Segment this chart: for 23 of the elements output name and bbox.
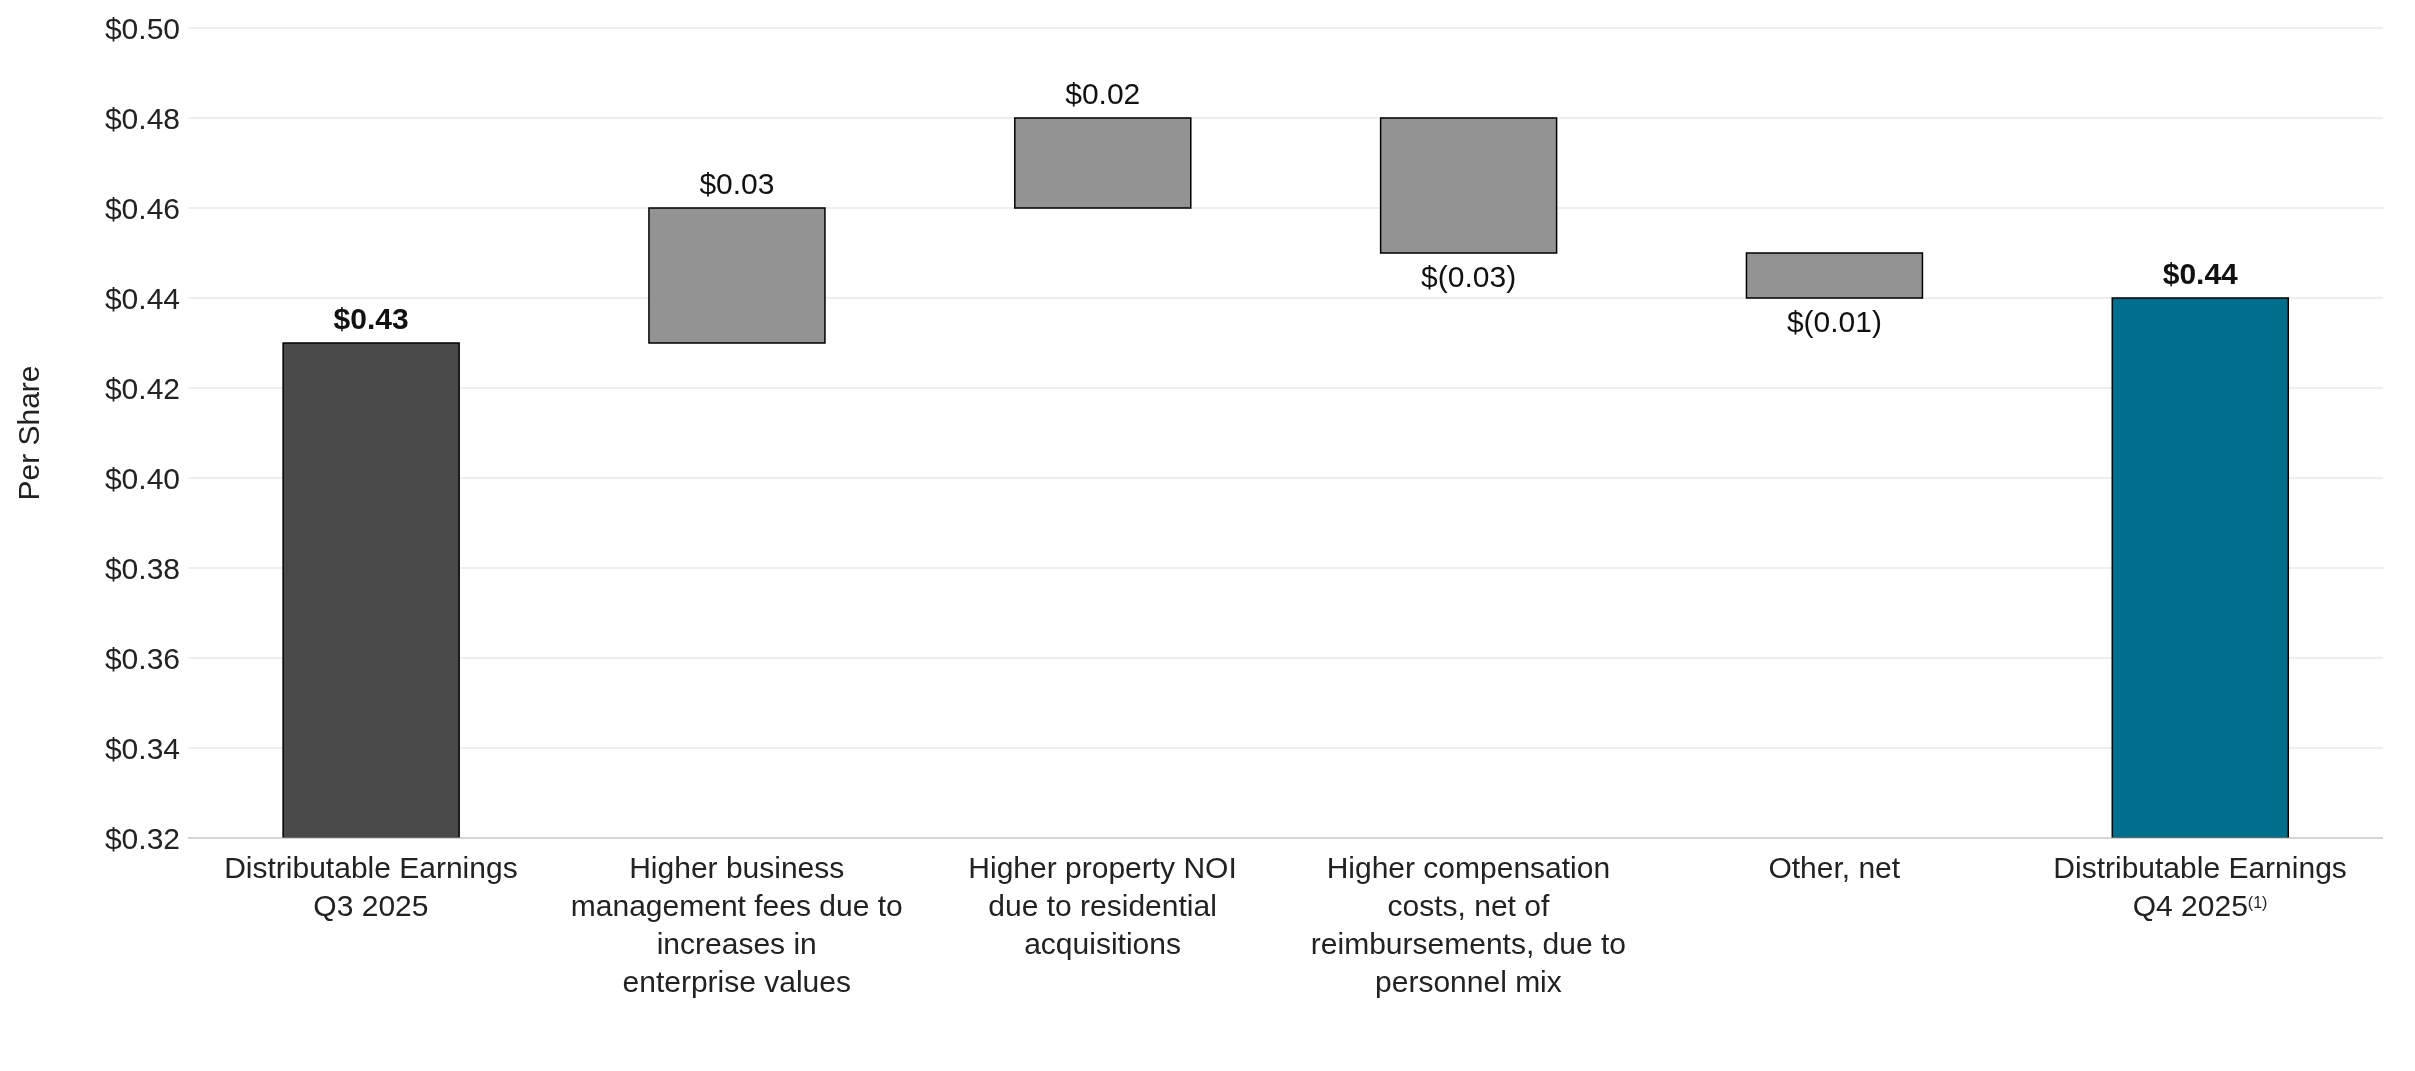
y-tick-label: $0.50 xyxy=(104,11,180,45)
data-label: $0.43 xyxy=(333,302,409,335)
y-axis-title: Per Share xyxy=(11,365,45,501)
y-tick-label: $0.36 xyxy=(104,641,180,675)
y-tick-label: $0.44 xyxy=(104,281,180,315)
data-label: $0.03 xyxy=(699,167,775,200)
y-tick-label: $0.38 xyxy=(104,551,180,585)
y-tick-label: $0.42 xyxy=(104,371,180,405)
y-tick-label: $0.40 xyxy=(104,461,180,495)
x-tick-label: Other, net xyxy=(1768,851,1901,884)
x-tick-label: Distributable Earnings Q3 2025 xyxy=(224,851,518,922)
data-label: $0.44 xyxy=(2162,257,2239,290)
data-label: $(0.03) xyxy=(1421,260,1517,293)
y-tick-label: $0.46 xyxy=(104,191,180,225)
x-tick-label: Higher business management fees due to increases in enterprise values xyxy=(570,851,903,998)
y-tick-label: $0.32 xyxy=(104,821,180,855)
data-label: $0.02 xyxy=(1065,77,1141,110)
x-tick-label: Distributable Earnings Q4 2025$^{(1)}$ xyxy=(2053,851,2347,922)
y-tick-label: $0.48 xyxy=(104,101,180,135)
y-tick-label: $0.34 xyxy=(104,731,180,765)
x-tick-label: Higher compensation costs, net of reimbursements, due to personnel mix xyxy=(1310,851,1626,998)
x-tick-label: Higher property NOI due to residential acquisitions xyxy=(968,851,1237,960)
data-label: $(0.01) xyxy=(1786,305,1882,338)
